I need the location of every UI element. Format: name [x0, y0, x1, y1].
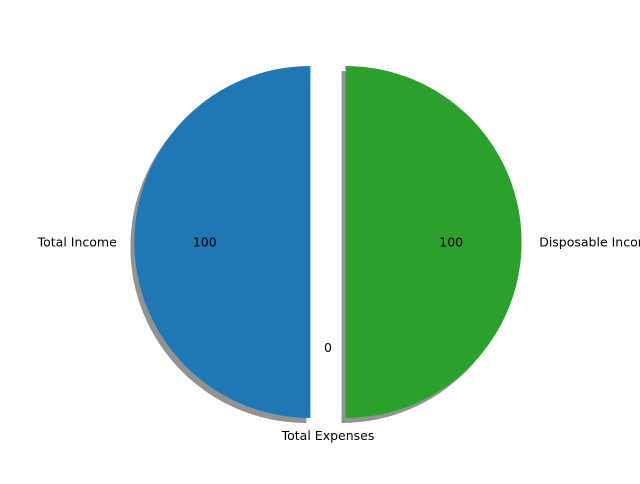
- slice-label-total-income: Total Income: [37, 235, 117, 250]
- pie-slice-total-income: [134, 66, 311, 418]
- pie-label-layer: Total Income 100 Total Expenses 0 Disposable…: [37, 235, 640, 444]
- slice-value-total-expenses: 0: [324, 340, 332, 355]
- slice-label-total-expenses: Total Expenses: [281, 428, 375, 443]
- pie-slice-disposable-income: [345, 66, 522, 418]
- slice-label-disposable-income: Disposable Income: [539, 235, 640, 250]
- slice-value-disposable-income: 100: [439, 235, 463, 250]
- pie-slice-layer: [134, 66, 522, 418]
- slice-value-total-income: 100: [193, 235, 217, 250]
